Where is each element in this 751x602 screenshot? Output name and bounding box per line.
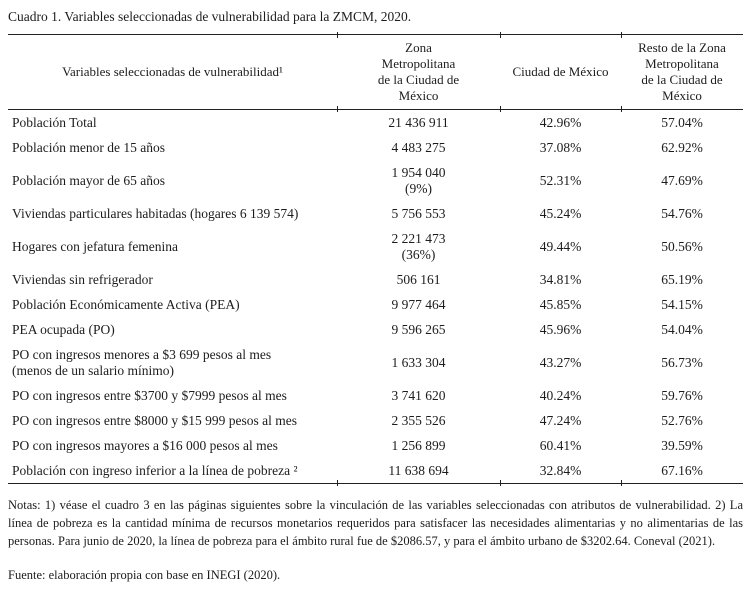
table-body: Población Total 21 436 911 42.96% 57.04%… (8, 110, 743, 486)
resto-value-cell: 59.76% (661, 387, 703, 403)
zmcm-value-cell: 2 221 473 (36%) (391, 230, 446, 262)
table-row: PO con ingresos mayores a $16 000 pesos … (8, 433, 743, 458)
table-row: PO con ingresos entre $8000 y $15 999 pe… (8, 408, 743, 433)
header-row: Variables seleccionadas de vulnerabilida… (8, 32, 743, 113)
cdmx-value-cell: 49.44% (539, 238, 582, 254)
zmcm-value-cell: 506 161 (396, 271, 441, 287)
zmcm-value-cell: 11 638 694 (336, 458, 500, 486)
resto-value-cell: 39.59% (661, 437, 703, 453)
table-row: Población mayor de 65 años 1 954 040 (9%… (8, 160, 743, 201)
cdmx-value-cell: 42.96% (539, 114, 582, 130)
cdmx-value-cell: 45.96% (539, 321, 582, 337)
zmcm-value-cell: 3 741 620 (391, 387, 446, 403)
resto-value-cell: 56.73% (661, 354, 703, 370)
cdmx-value-cell: 52.31% (539, 172, 582, 188)
zmcm-value-cell: 9 596 265 (391, 321, 446, 337)
row-variable-cell: PO con ingresos mayores a $16 000 pesos … (12, 437, 278, 453)
resto-value-cell: 54.76% (661, 205, 703, 221)
cdmx-value-cell: 47.24% (539, 412, 582, 428)
resto-value-cell: 47.69% (661, 172, 703, 188)
table-row: Población Económicamente Activa (PEA) 9 … (8, 292, 743, 317)
cdmx-value-cell: 45.24% (539, 205, 582, 221)
header-zmcm: Zona Metropolitana de la Ciudad de Méxic… (336, 32, 500, 113)
row-variable-cell: Población Económicamente Activa (PEA) (12, 296, 240, 312)
resto-value-cell: 65.19% (661, 271, 703, 287)
cdmx-value-cell: 45.85% (539, 296, 582, 312)
table-source: Fuente: elaboración propia con base en I… (8, 568, 281, 582)
row-variable-cell: PO con ingresos entre $3700 y $7999 peso… (12, 387, 287, 403)
table-row: Viviendas particulares habitadas (hogare… (8, 201, 743, 226)
cdmx-value-cell: 32.84% (499, 458, 621, 486)
cdmx-value-cell: 43.27% (539, 354, 582, 370)
row-variable-cell: Viviendas sin refrigerador (12, 271, 153, 287)
row-variable-cell: Población menor de 15 años (12, 139, 165, 155)
zmcm-value-cell: 2 355 526 (391, 412, 446, 428)
table-row: Hogares con jefatura femenina 2 221 473 … (8, 226, 743, 267)
header-variables: Variables seleccionadas de vulnerabilida… (8, 34, 337, 110)
zmcm-value-cell: 9 977 464 (391, 296, 446, 312)
zmcm-value-cell: 1 633 304 (391, 354, 446, 370)
cdmx-value-cell: 37.08% (539, 139, 582, 155)
cdmx-value-cell: 60.41% (539, 437, 582, 453)
zmcm-value-cell: 21 436 911 (388, 114, 449, 130)
table-notes: Notas: 1) véase el cuadro 3 en las págin… (8, 498, 743, 548)
table-row: PEA ocupada (PO) 9 596 265 45.96% 54.04% (8, 317, 743, 342)
row-variable-cell: Población con ingreso inferior a la líne… (8, 458, 337, 484)
zmcm-value-cell: 1 256 899 (391, 437, 446, 453)
table-row: Población menor de 15 años 4 483 275 37.… (8, 135, 743, 160)
table-row: Población con ingreso inferior a la líne… (8, 458, 743, 486)
resto-value-cell: 52.76% (661, 412, 703, 428)
header-resto-zmcm: Resto de la Zona Metropolitana de la Ciu… (620, 32, 743, 113)
table-caption: Cuadro 1. Variables seleccionadas de vul… (8, 9, 412, 24)
row-variable-cell: Población mayor de 65 años (12, 172, 165, 188)
resto-value-cell: 54.04% (661, 321, 703, 337)
cdmx-value-cell: 40.24% (539, 387, 582, 403)
table-row: PO con ingresos entre $3700 y $7999 peso… (8, 383, 743, 408)
zmcm-value-cell: 5 756 553 (391, 205, 446, 221)
resto-value-cell: 62.92% (661, 139, 703, 155)
zmcm-value-cell: 1 954 040 (9%) (391, 164, 446, 196)
resto-value-cell: 50.56% (661, 238, 703, 254)
resto-value-cell: 54.15% (661, 296, 703, 312)
row-variable-cell: PEA ocupada (PO) (12, 321, 115, 337)
table-header: Variables seleccionadas de vulnerabilida… (8, 32, 743, 113)
header-cdmx: Ciudad de México (499, 32, 621, 113)
row-variable-cell: PO con ingresos entre $8000 y $15 999 pe… (12, 412, 297, 428)
table-row: PO con ingresos menores a $3 699 pesos a… (8, 342, 743, 383)
resto-value-cell: 57.04% (661, 114, 703, 130)
vulnerability-table: Variables seleccionadas de vulnerabilida… (8, 32, 743, 486)
table-row: Población Total 21 436 911 42.96% 57.04% (8, 110, 743, 136)
row-variable-cell: Hogares con jefatura femenina (12, 238, 179, 254)
row-variable-cell: Viviendas particulares habitadas (hogare… (12, 205, 299, 221)
row-variable-cell: Población Total (12, 114, 97, 130)
cdmx-value-cell: 34.81% (539, 271, 582, 287)
table-row: Viviendas sin refrigerador 506 161 34.81… (8, 267, 743, 292)
resto-value-cell: 67.16% (620, 458, 743, 486)
row-variable-cell: PO con ingresos menores a $3 699 pesos a… (12, 346, 272, 378)
zmcm-value-cell: 4 483 275 (391, 139, 446, 155)
